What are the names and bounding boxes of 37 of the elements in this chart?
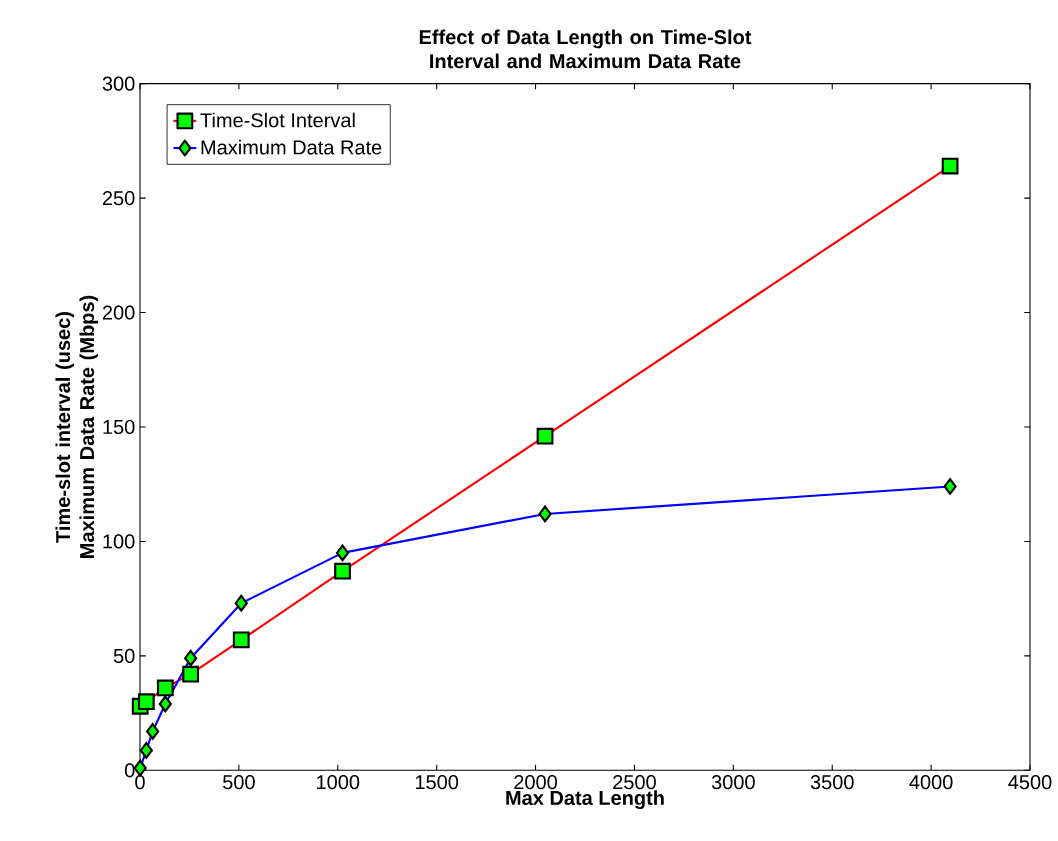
legend-label: Time-Slot Interval	[200, 112, 355, 128]
point	[182, 665, 200, 683]
x-tick-label: 1000	[317, 775, 360, 790]
y-tick-label: 150	[103, 419, 135, 435]
point	[536, 427, 554, 445]
point	[538, 505, 552, 523]
point	[335, 544, 350, 562]
point	[139, 742, 153, 759]
point	[941, 157, 959, 175]
point	[158, 695, 172, 713]
y-tick-label: 250	[102, 191, 135, 206]
x-tick-label: 1500	[415, 775, 459, 790]
x-tick-label: 500	[223, 775, 255, 790]
y-tick-label: 0	[124, 763, 135, 778]
legend-label: Maximum Data Rate	[201, 139, 382, 155]
point	[232, 631, 250, 649]
x-tick-label: 4000	[909, 775, 953, 790]
x-axis-title: Max Data Length	[506, 790, 664, 810]
y-tick-label: 100	[103, 534, 135, 549]
y-tick-label: 50	[113, 648, 135, 663]
chart-title: Effect of Data Length on Time-Slot Interval and Maximum Data Rate	[419, 29, 752, 69]
x-tick-label: 0	[135, 775, 145, 790]
x-tick-label: 3000	[711, 775, 755, 790]
x-tick-label: 2500	[613, 775, 656, 790]
point	[334, 562, 351, 580]
point	[137, 693, 155, 711]
point	[146, 723, 160, 740]
point	[234, 594, 248, 612]
x-tick-label: 3500	[810, 775, 854, 790]
x-tick-label: 4500	[1008, 775, 1052, 790]
y-tick-label: 300	[102, 76, 135, 91]
point	[156, 679, 174, 697]
x-tick-label: 2000	[514, 775, 557, 790]
point	[943, 478, 957, 495]
y-axis-title: Time-slot interval (usec) Maximum Data Rate (Mbps)	[55, 295, 99, 558]
y-tick-label: 200	[102, 305, 135, 320]
point	[184, 649, 198, 667]
